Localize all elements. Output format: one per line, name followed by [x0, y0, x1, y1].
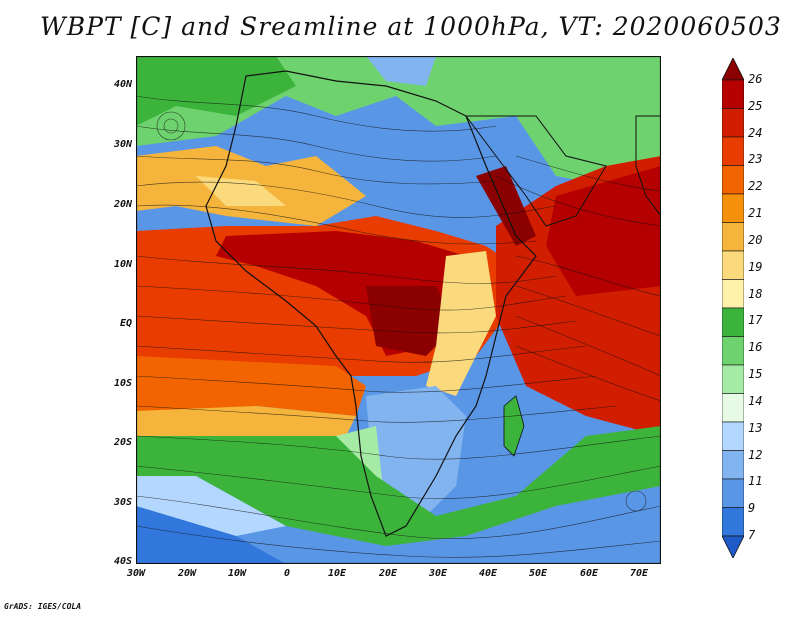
lon-label-60e: 60E [579, 568, 599, 579]
lon-label-30e: 30E [428, 568, 448, 579]
colorbar-label: 13 [748, 420, 763, 435]
lon-label-10e: 10E [327, 568, 347, 579]
lat-label-10s: 10S [113, 378, 132, 389]
lat-label-20s: 20S [113, 437, 132, 448]
southern-ocean-cold-east [436, 486, 661, 564]
colorbar-label: 24 [748, 125, 763, 140]
colorbar-swatch [722, 279, 744, 309]
lon-label-20w: 20W [177, 568, 197, 579]
colorbar-swatch [722, 393, 744, 423]
colorbar-swatch [722, 193, 744, 223]
colorbar-swatch [722, 336, 744, 366]
east-africa-green [426, 251, 496, 396]
southern-ocean-pale [136, 476, 286, 536]
lon-label-30w: 30W [126, 568, 146, 579]
map-frame [136, 56, 661, 564]
colorbar-label: 12 [748, 447, 763, 462]
colorbar-swatch [722, 165, 744, 195]
africa-coastline [205, 70, 537, 537]
south-atlantic-warm [136, 356, 366, 416]
arabian-sea-core [546, 166, 661, 296]
india-coastline [635, 115, 661, 217]
med-blue-patch [366, 56, 436, 86]
colorbar [722, 58, 744, 558]
colorbar-swatch [722, 307, 744, 337]
south-atlantic-mild [136, 406, 356, 441]
colorbar-swatch [722, 250, 744, 280]
colorbar-label: 15 [748, 367, 763, 382]
lat-label-30n: 30N [113, 139, 132, 150]
madagascar [503, 395, 525, 457]
colorbar-label: 21 [748, 206, 763, 221]
colorbar-swatch [722, 364, 744, 394]
lon-label-70e: 70E [629, 568, 649, 579]
arabia-coastline [465, 115, 607, 227]
north-light-band [136, 56, 296, 126]
colorbar-label: 17 [748, 313, 763, 328]
grads-credit: GrADS: IGES/COLA [4, 602, 82, 611]
colorbar-label: 16 [748, 340, 763, 355]
colorbar-swatch [722, 222, 744, 252]
colorbar-label: 26 [748, 72, 763, 86]
southern-ocean-green [136, 426, 661, 546]
colorbar-label: 14 [748, 393, 763, 408]
colorbar-swatch [722, 136, 744, 166]
lon-label-50e: 50E [528, 568, 548, 579]
colorbar-swatch [722, 108, 744, 138]
lon-label-10w: 10W [227, 568, 247, 579]
colorbar-label: 25 [748, 98, 763, 113]
lon-label-40e: 40E [478, 568, 498, 579]
colorbar-label: 22 [748, 179, 763, 194]
colorbar-label: 18 [748, 286, 763, 301]
map-title: WBPT [C] and Sreamline at 1000hPa, VT: 2… [40, 12, 782, 41]
lat-label-40n: 40N [113, 79, 132, 90]
colorbar-swatch [722, 450, 744, 480]
colorbar-top-triangle [722, 58, 744, 81]
lat-label-eq: EQ [119, 318, 132, 329]
colorbar-bottom-triangle [722, 535, 744, 558]
colorbar-label: 7 [748, 528, 756, 542]
colorbar-swatch [722, 79, 744, 109]
sahara-light [196, 176, 286, 206]
lon-label-20e: 20E [378, 568, 398, 579]
colorbar-label: 19 [748, 259, 763, 274]
map-plot-area [136, 56, 661, 564]
red-sea-strip [476, 166, 536, 246]
lon-label-0: 0 [283, 568, 291, 579]
colorbar-label: 20 [748, 232, 763, 247]
congo-hot-core [366, 286, 456, 356]
colorbar-label: 23 [748, 152, 763, 167]
lat-label-20n: 20N [113, 199, 132, 210]
colorbar-swatch [722, 478, 744, 508]
lat-label-30s: 30S [113, 497, 132, 508]
southern-ocean-cold [136, 506, 286, 564]
colorbar-label: 9 [748, 501, 756, 516]
lat-label-40s: 40S [113, 556, 132, 567]
lat-label-10n: 10N [113, 259, 132, 270]
colorbar-swatch [722, 507, 744, 537]
colorbar-swatch [722, 421, 744, 451]
colorbar-label: 11 [748, 474, 763, 489]
